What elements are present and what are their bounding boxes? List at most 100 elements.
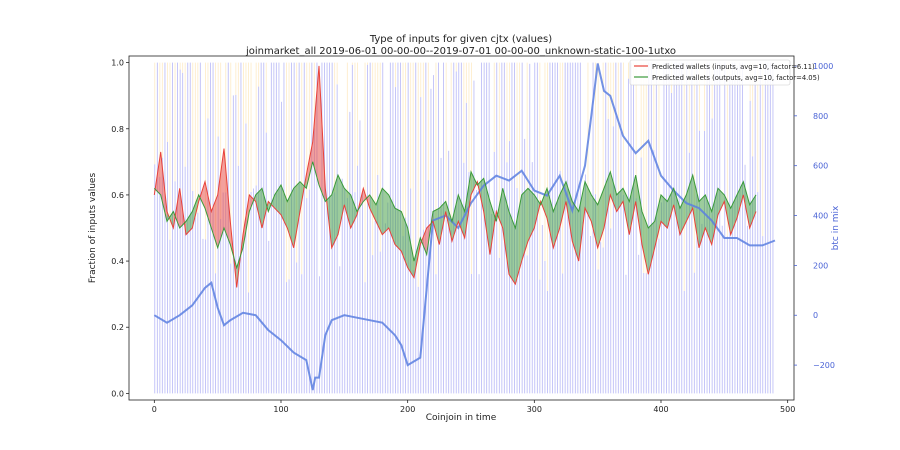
- background-bar-upper: [519, 62, 520, 272]
- background-bar: [258, 86, 260, 394]
- difference-fill: [376, 188, 383, 235]
- background-bar-upper: [471, 62, 472, 274]
- background-bar: [255, 185, 257, 394]
- series-line-inputs: [153, 65, 757, 288]
- background-bar: [638, 254, 640, 394]
- background-bar: [339, 266, 341, 394]
- background-bar: [341, 178, 343, 394]
- difference-fill: [331, 175, 338, 248]
- background-bar: [357, 165, 358, 394]
- background-bar: [628, 78, 629, 394]
- background-bar-upper: [379, 62, 381, 252]
- background-bar: [683, 290, 685, 394]
- difference-fill: [572, 201, 579, 262]
- background-bar: [693, 272, 695, 394]
- difference-fills: [154, 65, 756, 288]
- background-bar: [653, 150, 655, 394]
- y-axis-left: 0.0 0.2 0.4 0.6 0.8 1.0: [111, 59, 129, 398]
- difference-fill: [635, 175, 642, 245]
- background-bar-upper: [640, 62, 642, 158]
- background-bar: [455, 71, 457, 394]
- background-bar: [306, 198, 308, 394]
- background-bar: [671, 93, 672, 394]
- background-bar-upper: [235, 62, 237, 95]
- background-bar: [169, 239, 171, 394]
- background-bar: [615, 62, 617, 394]
- difference-fill: [585, 181, 592, 222]
- difference-fill: [186, 211, 193, 235]
- background-bar: [172, 62, 173, 394]
- background-bar: [448, 150, 450, 394]
- background-bar: [757, 192, 759, 394]
- background-bar-upper: [526, 62, 528, 256]
- background-bar: [605, 62, 607, 394]
- background-bar-upper: [683, 62, 685, 291]
- background-bar-upper: [367, 62, 368, 65]
- background-bar: [275, 62, 277, 394]
- background-bar: [747, 225, 748, 394]
- background-bar: [524, 138, 526, 394]
- background-bar: [633, 84, 634, 394]
- background-bar-upper: [445, 62, 447, 220]
- difference-fill: [312, 65, 319, 185]
- background-bar-upper: [377, 62, 379, 175]
- y2-tick-label: 400: [813, 212, 828, 221]
- background-bar-upper: [498, 62, 500, 258]
- background-bar: [729, 74, 731, 394]
- background-bar: [202, 238, 204, 394]
- background-bar: [435, 274, 437, 394]
- background-bar: [288, 279, 290, 394]
- background-bar-upper: [174, 62, 176, 182]
- background-bar: [237, 165, 239, 394]
- background-bar: [742, 62, 743, 394]
- background-bar: [308, 189, 310, 394]
- legend-label-inputs: Predicted wallets (inputs, avg=10, facto…: [652, 63, 815, 71]
- difference-fill: [699, 194, 706, 248]
- x-axis-label: Coinjoin in time: [426, 413, 497, 423]
- background-bar: [481, 62, 482, 394]
- background-bar: [410, 188, 412, 394]
- background-bar: [668, 62, 670, 394]
- series-line-btc-in-mix: [153, 63, 776, 391]
- background-bar-upper: [354, 62, 356, 193]
- background-bar: [230, 263, 232, 394]
- difference-fill: [205, 181, 212, 228]
- difference-fill: [680, 194, 687, 235]
- difference-fill: [433, 208, 440, 245]
- difference-fill: [471, 171, 478, 195]
- background-bar: [268, 240, 270, 394]
- background-bar-upper: [547, 62, 548, 291]
- background-bar: [704, 131, 705, 394]
- background-bar-upper: [450, 62, 452, 231]
- background-bar-upper: [179, 62, 181, 70]
- background-bar-upper: [562, 62, 564, 274]
- background-bar: [491, 213, 493, 394]
- background-bar: [539, 279, 541, 394]
- background-bar: [199, 62, 201, 394]
- difference-fill: [262, 188, 269, 228]
- background-bar-upper: [207, 62, 209, 119]
- y-tick-label: 0.0: [111, 389, 124, 398]
- background-bar: [764, 62, 766, 394]
- background-bar-upper: [334, 62, 336, 193]
- background-bar-upper: [205, 62, 206, 240]
- background-bar: [220, 218, 222, 394]
- background-bar-upper: [296, 62, 298, 263]
- background-bar: [301, 274, 303, 394]
- background-bar: [726, 236, 728, 394]
- background-bar: [164, 62, 166, 394]
- background-bar-upper: [288, 62, 290, 280]
- background-bar-upper: [463, 62, 465, 163]
- background-bar: [734, 62, 736, 394]
- background-bar-upper: [726, 62, 728, 237]
- difference-fill: [743, 181, 750, 228]
- background-bar-upper: [255, 62, 257, 186]
- background-bar-upper: [757, 62, 759, 193]
- y2-tick-label: 800: [813, 112, 828, 121]
- background-bar: [769, 62, 771, 394]
- background-bar: [612, 126, 614, 394]
- background-bar: [635, 198, 637, 394]
- background-bar: [336, 84, 338, 394]
- background-bar-upper: [465, 62, 467, 103]
